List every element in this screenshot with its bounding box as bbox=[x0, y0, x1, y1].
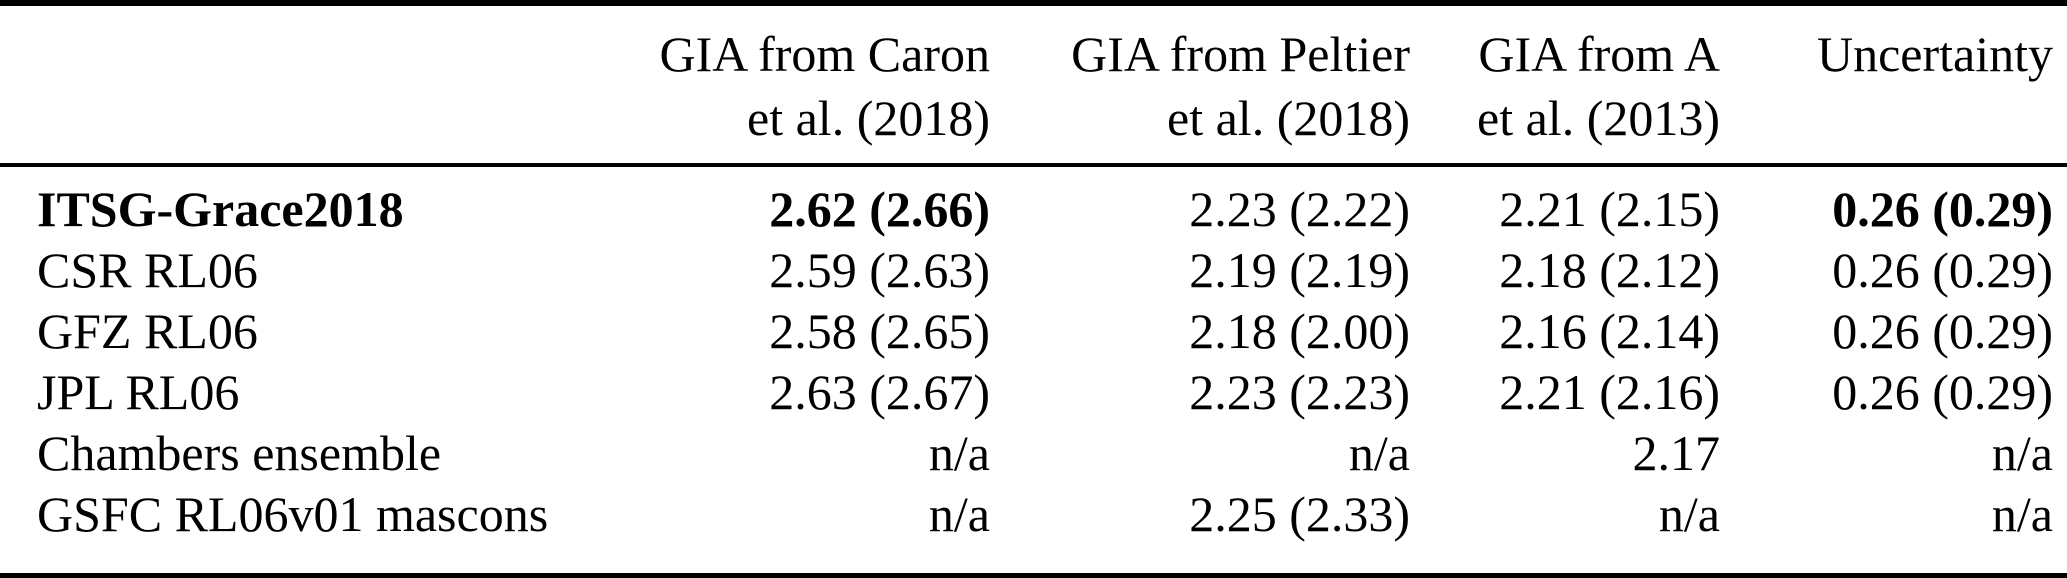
column-header-line1: GIA from Peltier bbox=[1071, 26, 1410, 82]
row-label: ITSG-Grace2018 bbox=[37, 181, 404, 237]
column-header-line1: GIA from Caron bbox=[659, 26, 991, 82]
cell-gia-caron: n/a bbox=[928, 425, 990, 481]
table-header-row: GIA from Caron et al. (2018) GIA from Pe… bbox=[0, 3, 2067, 165]
cell-uncertainty: n/a bbox=[1991, 486, 2053, 542]
row-label: JPL RL06 bbox=[37, 364, 240, 420]
cell-gia-peltier: n/a bbox=[1348, 425, 1410, 481]
cell-gia-caron: 2.58 (2.65) bbox=[769, 303, 990, 359]
table-row-gfz-rl06: GFZ RL06 2.58 (2.65) 2.18 (2.00) 2.16 (2… bbox=[0, 301, 2067, 362]
column-header-line2: et al. (2018) bbox=[1167, 90, 1410, 146]
cell-gia-caron: 2.59 (2.63) bbox=[769, 242, 990, 298]
table-row-csr-rl06: CSR RL06 2.59 (2.63) 2.19 (2.19) 2.18 (2… bbox=[0, 240, 2067, 301]
table-row-gsfc-mascons: GSFC RL06v01 mascons n/a 2.25 (2.33) n/a… bbox=[0, 484, 2067, 576]
cell-gia-a: 2.17 bbox=[1632, 425, 1721, 481]
row-label: Chambers ensemble bbox=[37, 425, 442, 481]
table-row-jpl-rl06: JPL RL06 2.63 (2.67) 2.23 (2.23) 2.21 (2… bbox=[0, 362, 2067, 423]
column-header-line2: et al. (2018) bbox=[747, 90, 990, 146]
row-label: GFZ RL06 bbox=[37, 303, 258, 359]
column-header-line1: Uncertainty bbox=[1816, 26, 2053, 82]
cell-uncertainty: 0.26 (0.29) bbox=[1832, 242, 2053, 298]
column-header-line2: et al. (2013) bbox=[1477, 90, 1720, 146]
cell-gia-caron: n/a bbox=[928, 486, 990, 542]
cell-gia-a: n/a bbox=[1658, 486, 1720, 542]
cell-gia-caron: 2.63 (2.67) bbox=[769, 364, 990, 420]
cell-gia-peltier: 2.19 (2.19) bbox=[1189, 242, 1410, 298]
cell-gia-peltier: 2.23 (2.23) bbox=[1189, 364, 1410, 420]
cell-gia-caron: 2.62 (2.66) bbox=[769, 181, 990, 237]
cell-uncertainty: 0.26 (0.29) bbox=[1832, 364, 2053, 420]
cell-gia-peltier: 2.18 (2.00) bbox=[1189, 303, 1410, 359]
cell-uncertainty: n/a bbox=[1991, 425, 2053, 481]
cell-gia-a: 2.16 (2.14) bbox=[1499, 303, 1720, 359]
column-header-line1: GIA from A bbox=[1478, 26, 1720, 82]
row-label: CSR RL06 bbox=[37, 242, 258, 298]
table-row-itsg-grace2018: ITSG-Grace2018 2.62 (2.66) 2.23 (2.22) 2… bbox=[0, 165, 2067, 240]
row-label: GSFC RL06v01 mascons bbox=[37, 486, 549, 542]
column-header-uncertainty: Uncertainty bbox=[1720, 3, 2067, 165]
cell-uncertainty: 0.26 (0.29) bbox=[1832, 181, 2053, 237]
column-header-gia-a: GIA from A et al. (2013) bbox=[1410, 3, 1720, 165]
column-header-gia-caron: GIA from Caron et al. (2018) bbox=[560, 3, 991, 165]
cell-gia-a: 2.18 (2.12) bbox=[1499, 242, 1720, 298]
table-row-chambers-ensemble: Chambers ensemble n/a n/a 2.17 n/a bbox=[0, 423, 2067, 484]
column-header-empty bbox=[0, 3, 560, 165]
cell-gia-peltier: 2.25 (2.33) bbox=[1189, 486, 1410, 542]
column-header-gia-peltier: GIA from Peltier et al. (2018) bbox=[990, 3, 1410, 165]
cell-gia-a: 2.21 (2.16) bbox=[1499, 364, 1720, 420]
cell-gia-peltier: 2.23 (2.22) bbox=[1189, 181, 1410, 237]
cell-gia-a: 2.21 (2.15) bbox=[1499, 181, 1720, 237]
cell-uncertainty: 0.26 (0.29) bbox=[1832, 303, 2053, 359]
